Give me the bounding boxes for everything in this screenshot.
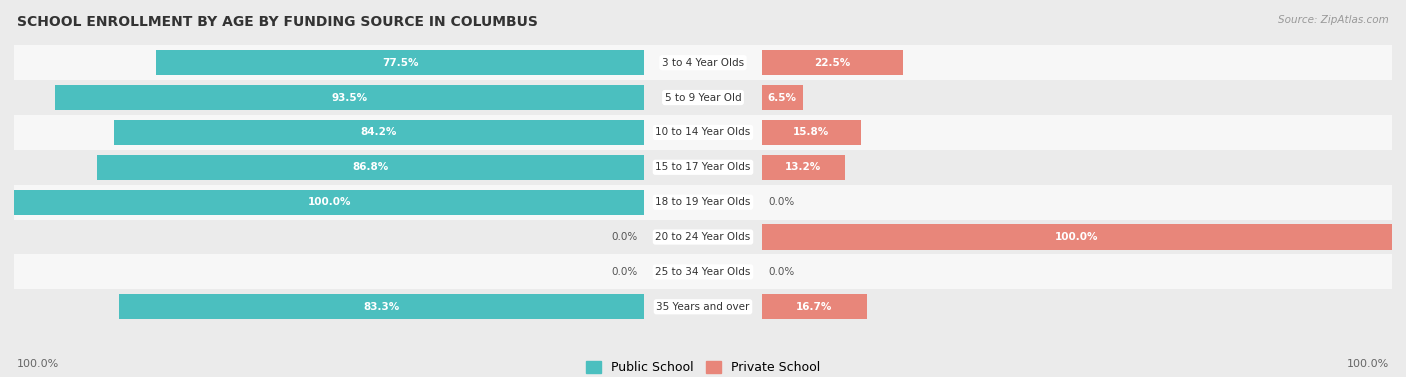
Bar [120,294,644,319]
Bar [762,85,803,110]
Text: 0.0%: 0.0% [612,267,637,277]
Text: 25 to 34 Year Olds: 25 to 34 Year Olds [655,267,751,277]
Bar [14,115,1392,150]
Bar [14,219,1392,254]
Bar [14,290,1392,324]
Bar [14,45,1392,80]
Bar [14,150,1392,185]
Text: SCHOOL ENROLLMENT BY AGE BY FUNDING SOURCE IN COLUMBUS: SCHOOL ENROLLMENT BY AGE BY FUNDING SOUR… [17,15,537,29]
Text: 100.0%: 100.0% [17,359,59,369]
Text: 0.0%: 0.0% [769,267,794,277]
Text: 6.5%: 6.5% [768,92,797,103]
Text: 16.7%: 16.7% [796,302,832,312]
Text: 15.8%: 15.8% [793,127,830,138]
Text: 100.0%: 100.0% [308,197,352,207]
Bar [762,50,904,75]
Text: 22.5%: 22.5% [814,58,851,68]
Text: 100.0%: 100.0% [1054,232,1098,242]
Bar [14,190,644,215]
Text: 100.0%: 100.0% [1347,359,1389,369]
Bar [762,155,845,180]
Bar [14,80,1392,115]
Text: 77.5%: 77.5% [382,58,419,68]
Text: 83.3%: 83.3% [364,302,401,312]
Bar [97,155,644,180]
Legend: Public School, Private School: Public School, Private School [581,356,825,377]
Text: Source: ZipAtlas.com: Source: ZipAtlas.com [1278,15,1389,25]
Text: 84.2%: 84.2% [361,127,398,138]
Text: 93.5%: 93.5% [332,92,368,103]
Bar [762,224,1392,250]
Text: 18 to 19 Year Olds: 18 to 19 Year Olds [655,197,751,207]
Bar [14,254,1392,290]
Text: 10 to 14 Year Olds: 10 to 14 Year Olds [655,127,751,138]
Bar [55,85,644,110]
Bar [156,50,644,75]
Text: 86.8%: 86.8% [353,162,389,172]
Text: 3 to 4 Year Olds: 3 to 4 Year Olds [662,58,744,68]
Bar [762,120,860,145]
Bar [114,120,644,145]
Text: 20 to 24 Year Olds: 20 to 24 Year Olds [655,232,751,242]
Text: 0.0%: 0.0% [612,232,637,242]
Text: 5 to 9 Year Old: 5 to 9 Year Old [665,92,741,103]
Text: 0.0%: 0.0% [769,197,794,207]
Bar [14,185,1392,219]
Bar [762,294,868,319]
Text: 35 Years and over: 35 Years and over [657,302,749,312]
Text: 15 to 17 Year Olds: 15 to 17 Year Olds [655,162,751,172]
Text: 13.2%: 13.2% [785,162,821,172]
